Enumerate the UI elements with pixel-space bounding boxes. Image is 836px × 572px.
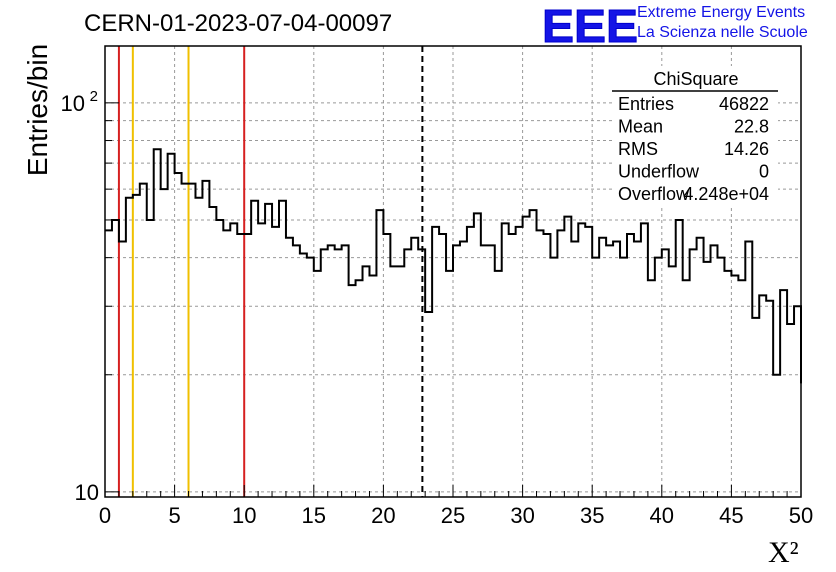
stats-box: ChiSquare Entries 46822 Mean 22.8 RMS 14.26 Und… [612, 66, 778, 206]
stats-row-value: 22.8 [734, 117, 769, 137]
stats-box-title: ChiSquare [653, 69, 738, 89]
logo-line-1: Extreme Energy Events [637, 4, 806, 21]
x-tick-label: 15 [302, 503, 326, 528]
x-tick-label: 30 [510, 503, 534, 528]
stats-row-label: Underflow [618, 162, 700, 182]
x-axis-label: X² [768, 536, 799, 569]
x-tick-label: 20 [371, 503, 395, 528]
x-tick-label: 45 [719, 503, 743, 528]
logo-caption: Extreme Energy Events La Scienza nelle S… [637, 3, 808, 43]
stats-box-background [612, 66, 778, 206]
chart-title: CERN-01-2023-07-04-00097 [84, 10, 393, 37]
marker-lines [117, 46, 424, 497]
x-tick-label: 25 [441, 503, 465, 528]
x-tick-label: 40 [650, 503, 674, 528]
x-tick-label: 50 [789, 503, 813, 528]
eee-logo-letters: EEE [542, 2, 638, 46]
stats-row-value: 46822 [719, 94, 769, 114]
x-tick-label: 0 [99, 503, 111, 528]
eee-logo: EEE [542, 2, 639, 46]
stats-row-label: RMS [618, 139, 658, 159]
x-tick-label: 10 [232, 503, 256, 528]
x-tick-label: 35 [580, 503, 604, 528]
x-tick-label: 5 [168, 503, 180, 528]
x-axis-ticks: 0 5 10 15 20 25 30 35 40 45 50 [99, 485, 813, 528]
logo-line-2: La Scienza nelle Scuole [637, 24, 808, 41]
y-tick-label: 10 [75, 480, 99, 505]
histogram-series [105, 148, 802, 384]
stats-row-value: 0 [759, 162, 769, 182]
y-axis-ticks: 10 10 2 [61, 88, 119, 505]
stats-row-label: Mean [618, 117, 663, 137]
y-tick-exponent: 2 [90, 88, 98, 105]
stats-row-label: Entries [618, 94, 674, 114]
stats-row-label: Overflow [618, 184, 690, 204]
stats-row-value: 4.248e+04 [683, 184, 769, 204]
y-tick-label: 10 [61, 91, 85, 116]
stats-row-value: 14.26 [724, 139, 769, 159]
